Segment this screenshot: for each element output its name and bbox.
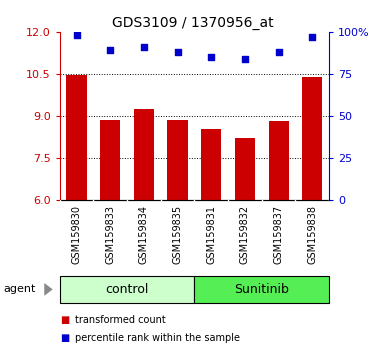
Point (174, 49, 181, 55)
Text: agent: agent (4, 284, 36, 295)
Point (276, 49, 282, 55)
Polygon shape (44, 283, 53, 296)
Bar (134, 109, 154, 200)
Text: ■: ■ (60, 315, 69, 325)
Text: percentile rank within the sample: percentile rank within the sample (75, 333, 240, 343)
Bar (269, 121, 289, 200)
Text: GSM159831: GSM159831 (206, 205, 216, 264)
Text: GSM159835: GSM159835 (172, 205, 182, 264)
Point (309, 34, 315, 40)
Text: GSM159838: GSM159838 (307, 205, 317, 264)
Text: GDS3109 / 1370956_at: GDS3109 / 1370956_at (112, 16, 273, 30)
Text: transformed count: transformed count (75, 315, 166, 325)
Text: ■: ■ (60, 333, 69, 343)
Text: GSM159832: GSM159832 (240, 205, 250, 264)
Text: GSM159830: GSM159830 (72, 205, 82, 264)
Point (107, 47, 113, 53)
Point (208, 54, 214, 60)
Text: control: control (105, 283, 149, 296)
Bar (167, 120, 188, 200)
Bar (201, 129, 221, 200)
Text: GSM159837: GSM159837 (274, 205, 284, 264)
Bar (194, 276, 329, 303)
Bar (302, 77, 323, 200)
Text: GSM159833: GSM159833 (105, 205, 115, 264)
Point (74, 33, 80, 38)
Bar (235, 138, 255, 200)
Bar (66, 75, 87, 200)
Bar (60, 276, 194, 303)
Point (141, 44, 147, 50)
Point (242, 56, 248, 62)
Text: Sunitinib: Sunitinib (234, 283, 289, 296)
Text: GSM159834: GSM159834 (139, 205, 149, 264)
Bar (100, 120, 120, 200)
